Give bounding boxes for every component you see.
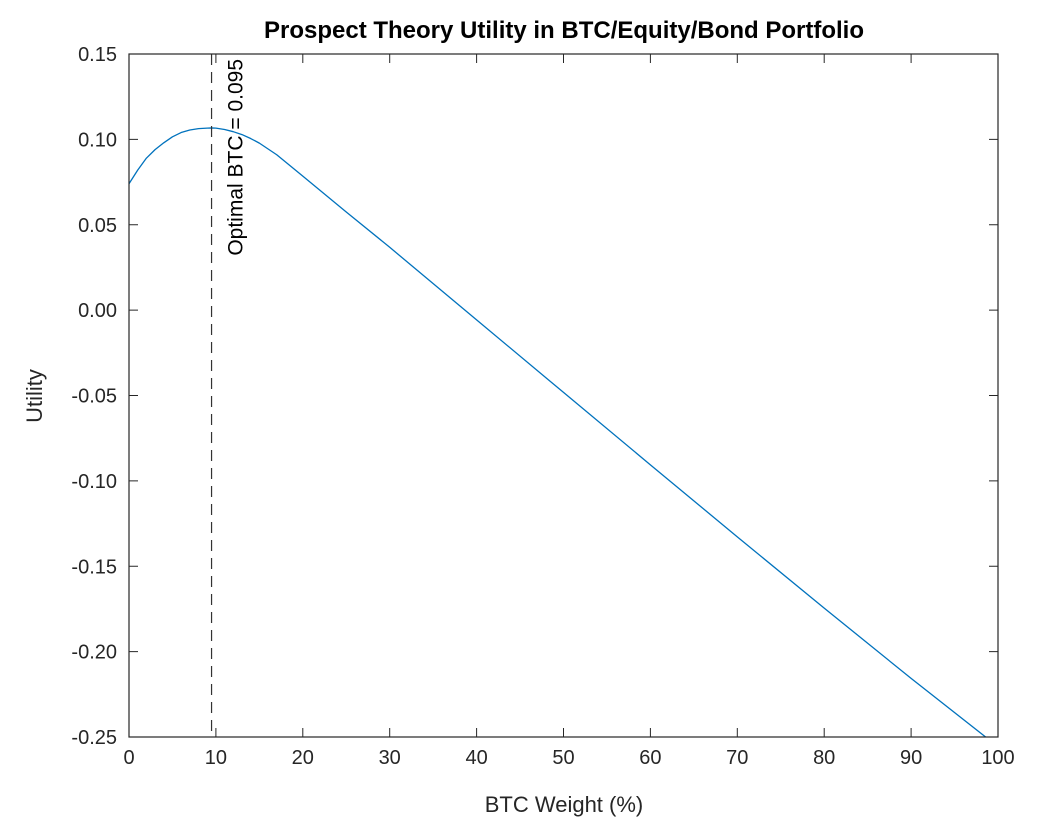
y-tick-label: 0.10 bbox=[78, 129, 117, 151]
chart-title: Prospect Theory Utility in BTC/Equity/Bo… bbox=[264, 17, 864, 44]
x-tick-label: 90 bbox=[900, 747, 922, 769]
x-tick-label: 10 bbox=[205, 747, 227, 769]
x-tick-label: 40 bbox=[465, 747, 487, 769]
plot-area bbox=[129, 54, 998, 737]
x-tick-label: 0 bbox=[123, 747, 134, 769]
y-tick-label: 0.15 bbox=[78, 44, 117, 66]
series-line-0 bbox=[129, 127, 987, 737]
y-tick-label: -0.05 bbox=[71, 386, 117, 408]
plot-frame bbox=[128, 53, 999, 738]
x-axis-label: BTC Weight (%) bbox=[485, 792, 644, 817]
y-tick-label: 0.05 bbox=[78, 215, 117, 237]
x-tick-label: 30 bbox=[379, 747, 401, 769]
y-tick-label: -0.15 bbox=[71, 556, 117, 578]
x-tick-label: 60 bbox=[639, 747, 661, 769]
y-tick-label: -0.20 bbox=[71, 642, 117, 664]
y-tick-label: 0.00 bbox=[78, 300, 117, 322]
x-tick-label: 70 bbox=[726, 747, 748, 769]
annotation-layer: Optimal BTC = 0.095 bbox=[210, 54, 248, 737]
x-tick-label: 100 bbox=[981, 747, 1014, 769]
series-layer bbox=[129, 127, 987, 737]
x-axis-ticks: 0 10 20 30 40 50 60 70 80 90 100 bbox=[123, 54, 1015, 769]
y-axis-ticks: -0.25 -0.20 -0.15 -0.10 -0.05 0.00 0.05 0.10 0.1… bbox=[71, 44, 998, 749]
x-tick-label: 80 bbox=[813, 747, 835, 769]
y-tick-label: -0.25 bbox=[71, 727, 117, 749]
optimal-btc-label: Optimal BTC = 0.095 bbox=[225, 59, 248, 256]
y-axis-label: Utility bbox=[22, 369, 47, 423]
x-tick-label: 20 bbox=[292, 747, 314, 769]
x-tick-label: 50 bbox=[552, 747, 574, 769]
y-tick-label: -0.10 bbox=[71, 471, 117, 493]
